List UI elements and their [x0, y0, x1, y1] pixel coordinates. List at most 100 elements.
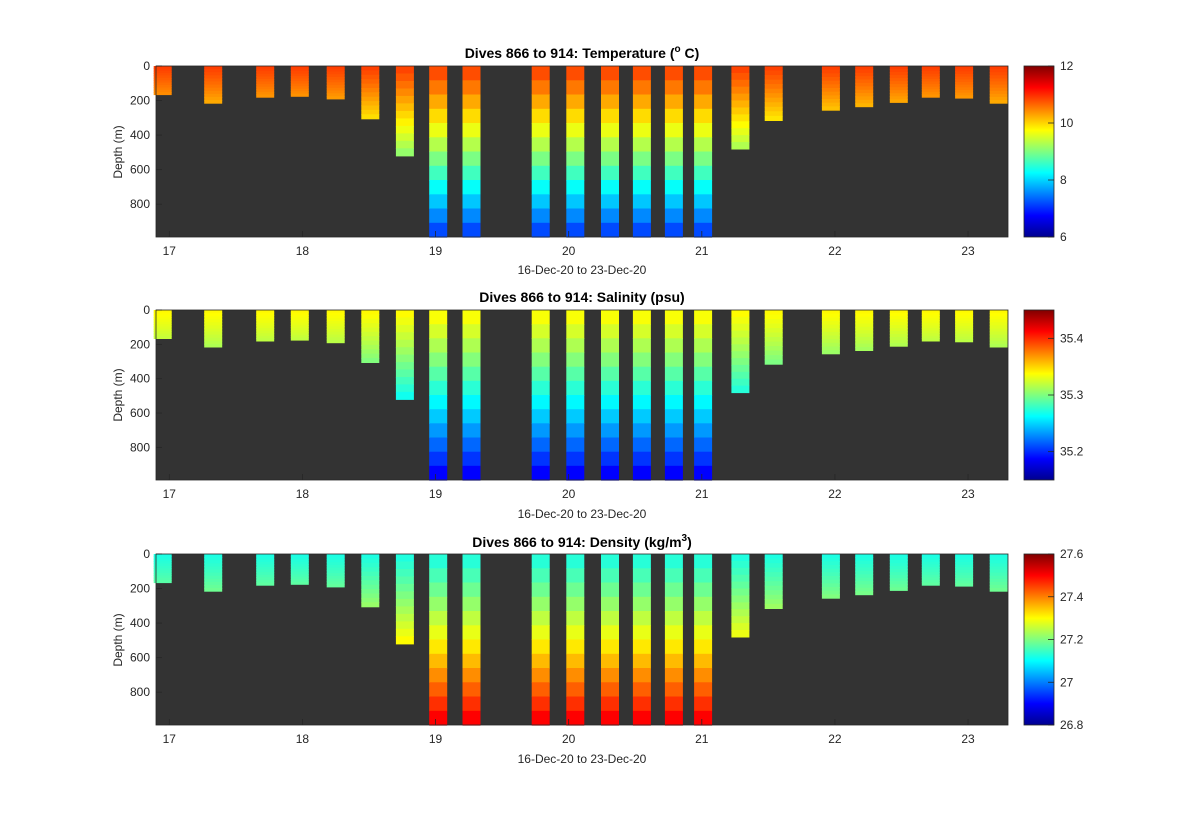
x-tick-label: 18 [296, 244, 310, 258]
y-axis-label: Depth (m) [111, 613, 125, 666]
profile-cell [821, 99, 840, 104]
profile-cell [153, 321, 172, 325]
profile-cell [601, 653, 619, 669]
profile-column [955, 66, 974, 99]
profile-cell [955, 336, 974, 340]
profile-cell [256, 315, 275, 319]
profile-cell [855, 82, 874, 87]
profile-cell [153, 561, 172, 565]
profile-cell [326, 570, 345, 574]
profile-cell [153, 565, 172, 569]
profile-cell [821, 91, 840, 96]
profile-cell [632, 366, 651, 382]
profile-cell [395, 369, 414, 378]
profile-cell [764, 332, 783, 338]
profile-cell [153, 73, 172, 77]
profile-cell [256, 338, 275, 342]
profile-cell [256, 333, 275, 337]
profile-cell [290, 93, 309, 97]
profile-cell [855, 86, 874, 91]
profile-cell [889, 75, 908, 79]
profile-cell [764, 346, 783, 352]
profile-cell [531, 108, 550, 124]
profile-cell [361, 358, 380, 363]
profile-cell [821, 350, 840, 355]
profile-cell [395, 561, 414, 570]
profile-cell [256, 335, 275, 339]
profile-cell [395, 324, 414, 333]
profile-cell [361, 66, 380, 71]
profile-cell [153, 575, 172, 579]
profile-cell [256, 91, 275, 96]
profile-column [855, 66, 874, 108]
profile-cell [764, 359, 783, 365]
profile-cell [855, 330, 874, 335]
profile-cell [290, 554, 309, 558]
profile-cell [326, 74, 345, 78]
profile-cell [664, 108, 683, 124]
profile-cell [429, 409, 448, 424]
profile-cell [955, 95, 974, 99]
profile-column [395, 554, 414, 645]
profile-cell [955, 554, 974, 558]
profile-cell [531, 465, 550, 481]
profile-cell [256, 76, 275, 80]
profile-cell [429, 366, 448, 382]
profile-cell [256, 582, 275, 586]
profile-cell [429, 625, 448, 641]
profile-cell [462, 554, 481, 569]
profile-cell [290, 332, 309, 336]
profile-cell [601, 611, 619, 626]
profile-cell [731, 595, 750, 603]
x-tick-label: 20 [562, 732, 576, 746]
profile-cell [921, 335, 940, 339]
profile-cell [921, 561, 940, 565]
profile-cell [632, 380, 651, 396]
x-axis-label: 16-Dec-20 to 23-Dec-20 [518, 752, 647, 766]
profile-cell [821, 346, 840, 351]
profile-cell [395, 73, 414, 82]
profile-cell [395, 66, 414, 75]
profile-cell [395, 621, 414, 630]
profile-cell [531, 310, 550, 325]
profile-cell [989, 578, 1008, 583]
profile-cell [731, 623, 750, 631]
profile-cell [429, 194, 448, 210]
profile-column [429, 310, 448, 481]
profile-cell [955, 312, 974, 316]
profile-cell [326, 93, 345, 97]
profile-cell [764, 323, 783, 329]
profile-cell [889, 325, 908, 329]
profile-cell [566, 437, 585, 453]
profile-cell [256, 554, 275, 558]
profile-cell [921, 572, 940, 576]
profile-cell [855, 581, 874, 586]
profile-cell [361, 589, 380, 595]
profile-cell [601, 137, 619, 153]
profile-cell [566, 409, 585, 424]
profile-cell [921, 312, 940, 316]
profile-cell [290, 68, 309, 72]
profile-cell [256, 574, 275, 578]
profile-cell [664, 668, 683, 683]
profile-cell [326, 575, 345, 580]
profile-cell [601, 582, 619, 598]
colorbar-ticks: 35.2 35.3 35.4 [1048, 331, 1084, 459]
profile-cell [601, 352, 619, 368]
profile-cell [889, 331, 908, 335]
profile-cell [566, 568, 585, 584]
colorbar-tick-label: 10 [1060, 116, 1074, 130]
profile-cell [921, 579, 940, 584]
profile-cell [566, 137, 585, 153]
profile-cell [632, 180, 651, 195]
profile-cell [921, 559, 940, 563]
profile-cell [955, 578, 974, 582]
profile-cell [531, 194, 550, 210]
profile-cell [989, 316, 1008, 320]
profile-cell [204, 581, 223, 586]
profile-cell [290, 569, 309, 573]
profile-cell [326, 66, 345, 70]
profile-cell [855, 316, 874, 321]
profile-cell [395, 347, 414, 356]
profile-cell [395, 606, 414, 615]
